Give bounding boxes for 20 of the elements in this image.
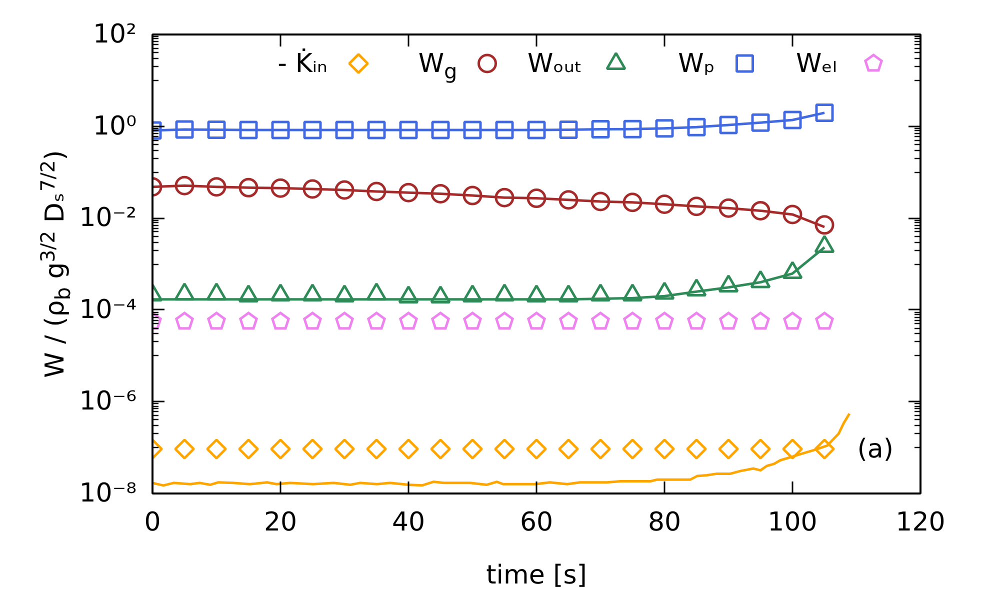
y-tick-label: 10⁰ <box>92 111 137 142</box>
annotation: (a) <box>857 434 894 465</box>
y-tick-label: 10⁻⁸ <box>79 478 137 508</box>
y-tick-label: 10² <box>92 20 137 50</box>
legend-label: - K̇ᵢₙ <box>278 47 328 80</box>
legend-label: Wₑₗ <box>796 49 837 80</box>
x-tick-label: 120 <box>896 508 946 538</box>
legend-label: Wₚ <box>678 49 715 80</box>
legend-label: Wₒᵤₜ <box>528 49 582 80</box>
x-tick-label: 20 <box>264 508 298 538</box>
x-tick-label: 80 <box>648 508 682 538</box>
x-tick-label: 100 <box>768 508 818 538</box>
y-tick-label: 10⁻⁴ <box>79 294 137 325</box>
y-tick-label: 10⁻⁶ <box>79 386 137 417</box>
x-tick-label: 40 <box>392 508 426 538</box>
y-tick-label: 10⁻² <box>79 203 137 234</box>
x-tick-label: 60 <box>520 508 554 538</box>
y-axis-title: W / (ρb g3/2 Dₛ7/2) <box>36 150 76 378</box>
x-tick-label: 0 <box>144 508 161 538</box>
x-axis-title: time [s] <box>486 560 587 591</box>
